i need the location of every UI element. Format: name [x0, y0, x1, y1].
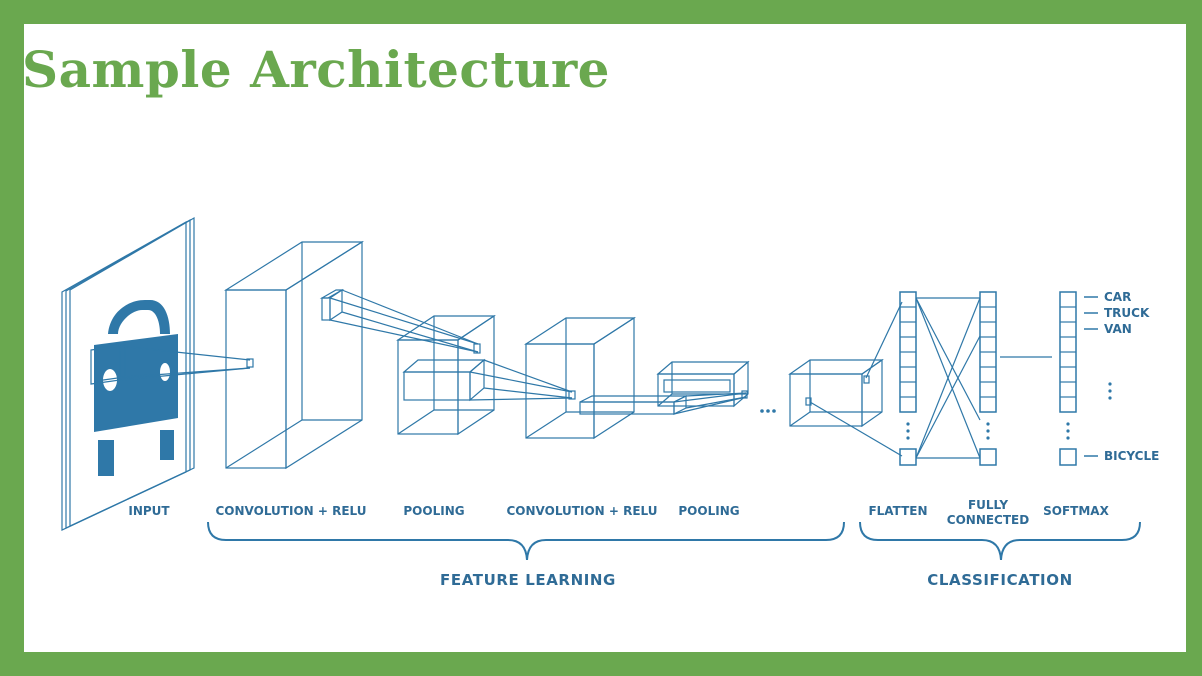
- output-label-truck: TRUCK: [1104, 306, 1150, 320]
- ellipsis-dots: [760, 409, 776, 413]
- softmax-column: [1059, 291, 1077, 466]
- pool2-volume: [656, 360, 750, 408]
- conv2-volume: [523, 316, 747, 440]
- slide-title: Sample Architecture: [22, 40, 610, 99]
- group-label-classification: CLASSIFICATION: [927, 571, 1073, 589]
- group-label-feature-learning: FEATURE LEARNING: [440, 571, 616, 589]
- output-labels: CAR TRUCK VAN BICYCLE: [1084, 290, 1159, 463]
- output-label-bicycle: BICYCLE: [1104, 449, 1159, 463]
- stage-label-fc-line1: FULLY: [968, 498, 1008, 512]
- stage-label-pool2: POOLING: [678, 504, 739, 518]
- car-icon: [94, 300, 178, 476]
- final-feature-volume: [788, 301, 903, 457]
- stage-label-conv1: CONVOLUTION + RELU: [216, 504, 367, 518]
- stage-label-conv2: CONVOLUTION + RELU: [507, 504, 658, 518]
- output-label-van: VAN: [1104, 322, 1132, 336]
- stage-label-fc-line2: CONNECTED: [947, 513, 1029, 527]
- pool1-volume: [396, 314, 573, 436]
- fc-column: [979, 291, 997, 466]
- fc-connections: [915, 297, 981, 459]
- input-receptive-field: [90, 342, 254, 385]
- stage-label-flatten: FLATTEN: [868, 504, 927, 518]
- output-label-car: CAR: [1104, 290, 1131, 304]
- slide: [24, 24, 1186, 652]
- feature-learning-brace: [207, 521, 845, 561]
- stage-label-input: INPUT: [128, 504, 170, 518]
- stage-label-softmax: SOFTMAX: [1043, 504, 1109, 518]
- classification-brace: [859, 521, 1141, 561]
- flatten-column: [899, 291, 917, 466]
- stage-label-pool1: POOLING: [403, 504, 464, 518]
- input-image-stack: [61, 216, 195, 531]
